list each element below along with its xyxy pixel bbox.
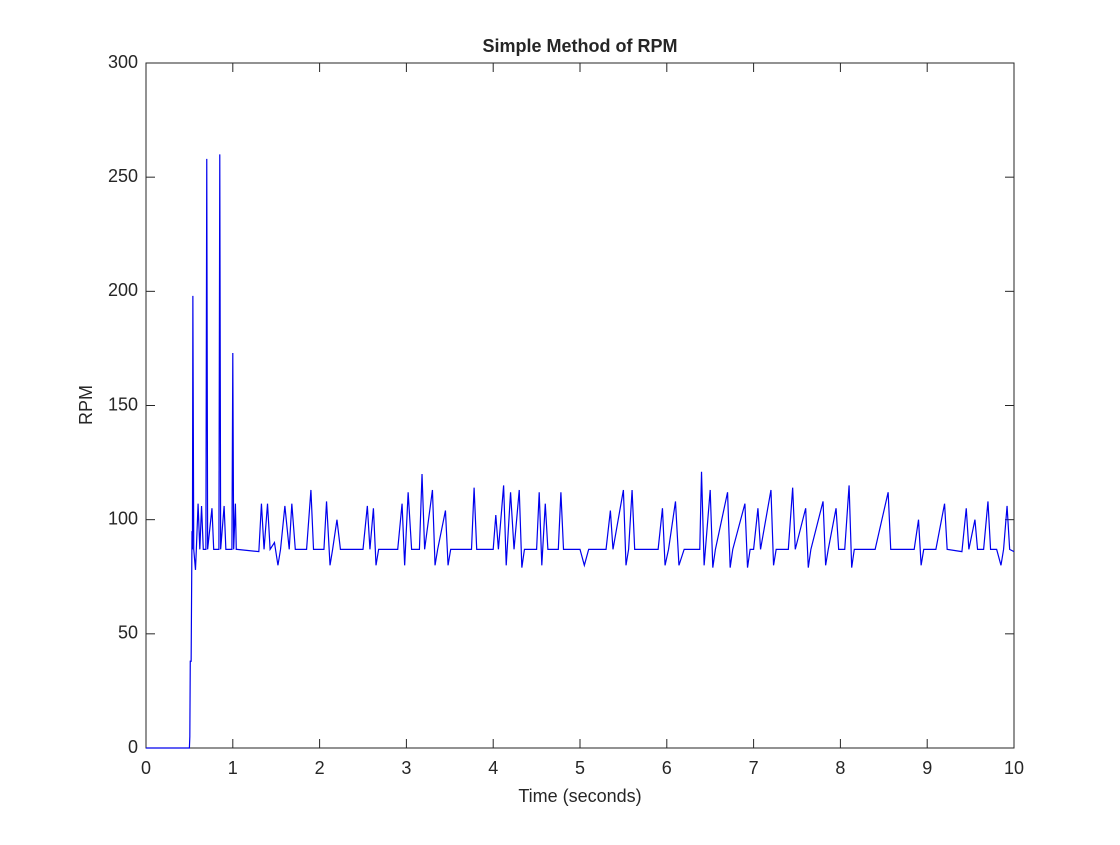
y-tick-label: 100 xyxy=(108,508,138,528)
y-tick-label: 150 xyxy=(108,394,138,414)
x-tick-label: 4 xyxy=(488,758,498,778)
chart-title: Simple Method of RPM xyxy=(483,36,678,56)
y-tick-label: 250 xyxy=(108,166,138,186)
y-tick-label: 50 xyxy=(118,623,138,643)
x-tick-label: 7 xyxy=(749,758,759,778)
y-tick-label: 0 xyxy=(128,737,138,757)
x-tick-label: 6 xyxy=(662,758,672,778)
y-tick-label: 200 xyxy=(108,280,138,300)
x-tick-label: 3 xyxy=(401,758,411,778)
x-tick-label: 2 xyxy=(315,758,325,778)
y-tick-label: 300 xyxy=(108,52,138,72)
x-tick-label: 10 xyxy=(1004,758,1024,778)
x-tick-label: 0 xyxy=(141,758,151,778)
x-tick-label: 1 xyxy=(228,758,238,778)
x-axis-label: Time (seconds) xyxy=(518,786,641,806)
data-line xyxy=(146,154,1015,749)
y-axis-label: RPM xyxy=(76,385,96,425)
x-tick-label: 8 xyxy=(835,758,845,778)
x-tick-label: 5 xyxy=(575,758,585,778)
x-tick-label: 9 xyxy=(922,758,932,778)
